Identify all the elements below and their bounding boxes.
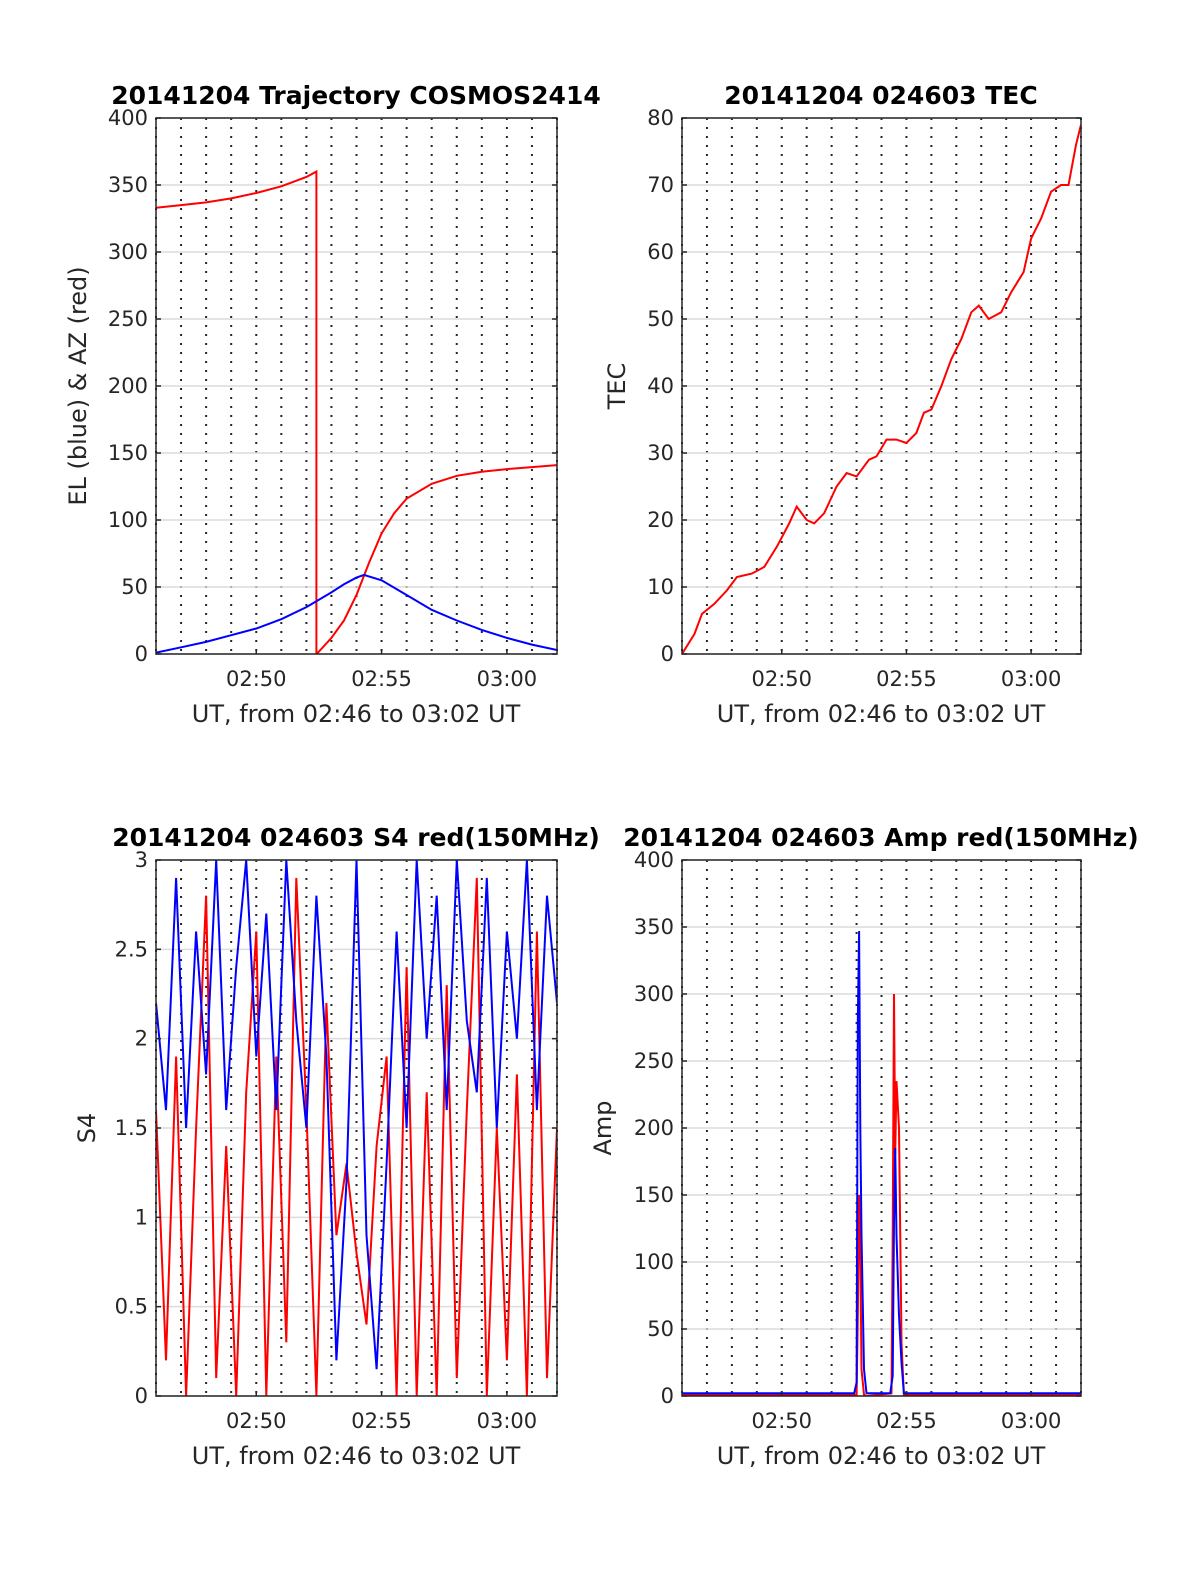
- y-tick-label: 400: [634, 848, 674, 872]
- y-tick-label: 3: [135, 848, 148, 872]
- y-tick-label: 30: [647, 441, 674, 465]
- y-tick-label: 250: [634, 1049, 674, 1073]
- y-tick-label: 300: [634, 982, 674, 1006]
- y-tick-label: 50: [647, 1317, 674, 1341]
- y-tick-label: 70: [647, 173, 674, 197]
- x-tick-label: 02:55: [876, 667, 937, 691]
- y-tick-label: 1: [135, 1205, 148, 1229]
- y-tick-label: 350: [108, 173, 148, 197]
- trajectory-panel: 20141204 Trajectory COSMOS2414 UT, from …: [64, 81, 601, 728]
- y-axis-label: S4: [73, 1113, 101, 1144]
- y-tick-label: 50: [647, 307, 674, 331]
- series-line-0: [156, 169, 557, 654]
- y-tick-label: 20: [647, 508, 674, 532]
- y-tick-label: 300: [108, 240, 148, 264]
- chart-title: 20141204 024603 TEC: [724, 81, 1037, 110]
- series-line-0: [156, 877, 557, 1396]
- x-tick-label: 03:00: [477, 667, 538, 691]
- series-line-1: [682, 930, 1081, 1395]
- x-tick-label: 02:55: [351, 1409, 412, 1433]
- x-tick-label: 02:55: [876, 1409, 937, 1433]
- amp-panel: 20141204 024603 Amp red(150MHz) UT, from…: [589, 823, 1139, 1470]
- x-axis-label: UT, from 02:46 to 03:02 UT: [192, 1442, 521, 1470]
- x-tick-label: 03:00: [1001, 667, 1062, 691]
- y-axis-label: EL (blue) & AZ (red): [64, 266, 92, 505]
- chart-title: 20141204 Trajectory COSMOS2414: [111, 81, 601, 110]
- y-tick-label: 150: [634, 1183, 674, 1207]
- x-tick-label: 02:55: [351, 667, 412, 691]
- tec-panel: 20141204 024603 TEC UT, from 02:46 to 03…: [603, 81, 1082, 728]
- series-line-0: [682, 124, 1081, 654]
- y-tick-label: 200: [634, 1116, 674, 1140]
- y-tick-label: 1.5: [115, 1116, 148, 1140]
- y-tick-label: 150: [108, 441, 148, 465]
- y-tick-label: 100: [634, 1250, 674, 1274]
- x-tick-label: 02:50: [226, 1409, 287, 1433]
- x-axis-label: UT, from 02:46 to 03:02 UT: [192, 700, 521, 728]
- y-tick-label: 0: [135, 642, 148, 666]
- chart-title: 20141204 024603 Amp red(150MHz): [623, 823, 1139, 852]
- y-tick-label: 350: [634, 915, 674, 939]
- x-tick-label: 02:50: [226, 667, 287, 691]
- series-line-0: [682, 993, 1081, 1396]
- y-axis-label: Amp: [589, 1100, 617, 1155]
- x-tick-label: 02:50: [751, 667, 812, 691]
- y-tick-label: 400: [108, 106, 148, 130]
- chart-title: 20141204 024603 S4 red(150MHz): [112, 823, 600, 852]
- y-tick-label: 2: [135, 1027, 148, 1051]
- x-axis-label: UT, from 02:46 to 03:02 UT: [717, 1442, 1046, 1470]
- y-tick-label: 2.5: [115, 937, 148, 961]
- y-tick-label: 0.5: [115, 1295, 148, 1319]
- x-axis-label: UT, from 02:46 to 03:02 UT: [717, 700, 1046, 728]
- x-tick-label: 02:50: [751, 1409, 812, 1433]
- y-tick-label: 40: [647, 374, 674, 398]
- y-tick-label: 0: [135, 1384, 148, 1408]
- y-tick-label: 250: [108, 307, 148, 331]
- x-tick-label: 03:00: [1001, 1409, 1062, 1433]
- series-line-1: [156, 573, 557, 654]
- y-tick-label: 0: [661, 642, 674, 666]
- y-tick-label: 100: [108, 508, 148, 532]
- y-tick-label: 0: [661, 1384, 674, 1408]
- y-tick-label: 10: [647, 575, 674, 599]
- y-tick-label: 60: [647, 240, 674, 264]
- y-axis-label: TEC: [603, 363, 631, 411]
- y-tick-label: 80: [647, 106, 674, 130]
- series-line-1: [156, 860, 557, 1370]
- x-tick-label: 03:00: [477, 1409, 538, 1433]
- y-tick-label: 50: [121, 575, 148, 599]
- y-tick-label: 200: [108, 374, 148, 398]
- s4-panel: 20141204 024603 S4 red(150MHz) UT, from …: [73, 823, 600, 1470]
